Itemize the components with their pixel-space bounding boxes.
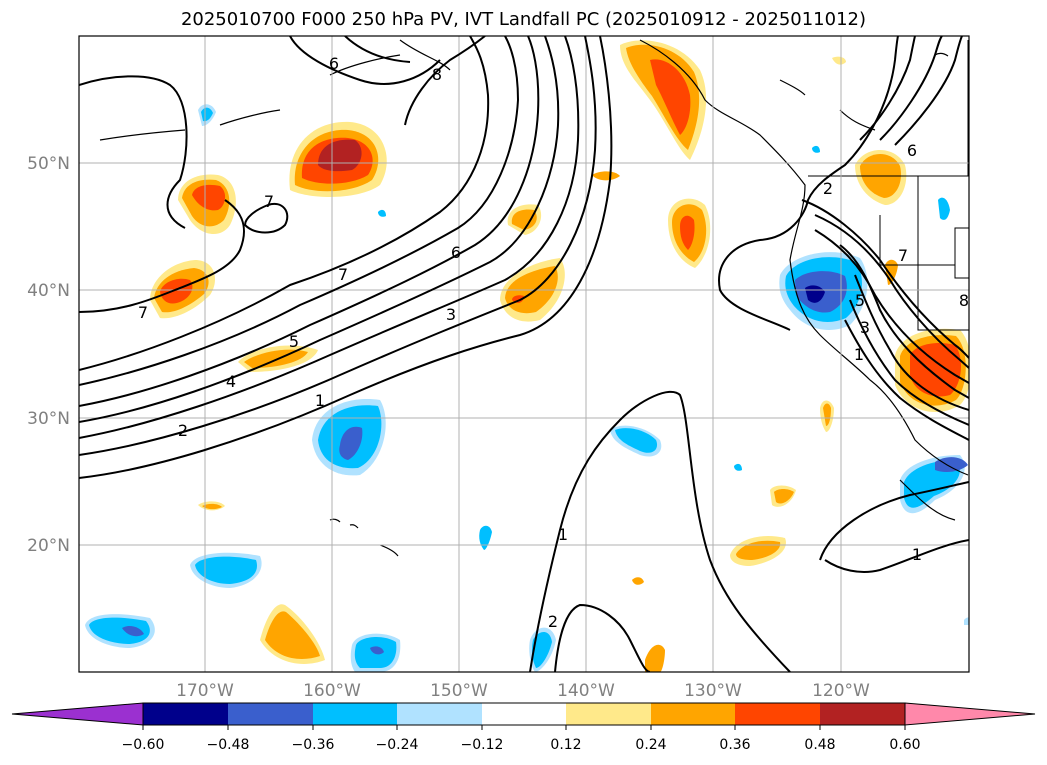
ivt-contours [79,36,969,672]
colorbar-swatch [143,703,228,725]
contour-label: 4 [226,372,236,391]
colorbar-tick-label: −0.24 [376,737,419,753]
lon-label-150w: 150°W [430,681,488,701]
colorbar-swatch [820,703,905,725]
lat-label-30n: 30°N [27,409,70,429]
colorbar-tick-label: 0.12 [550,737,581,753]
contour-label: 8 [959,291,969,310]
lon-label-160w: 160°W [303,681,361,701]
contour-label: 3 [446,305,456,324]
lon-label-140w: 140°W [557,681,615,701]
lat-label-50n: 50°N [27,154,70,174]
contour-label: 2 [548,612,558,631]
contour-label: 6 [329,54,339,73]
lat-label-40n: 40°N [27,281,70,301]
contour-label: 6 [451,243,461,262]
map-frame [78,35,970,673]
contour-labels: 6 8 7 7 6 7 3 5 4 1 2 2 7 5 3 1 6 1 2 1 … [138,54,969,631]
map-title: 2025010700 F000 250 hPa PV, IVT Landfall… [180,9,867,30]
colorbar-swatch [313,703,397,725]
colorbar-extend-high [904,702,1036,726]
lat-label-20n: 20°N [27,536,70,556]
colorbar-tick-label: 0.24 [635,737,666,753]
colorbar-swatch [228,703,313,725]
colorbar-frame [142,702,906,726]
coastlines [99,39,969,557]
contour-label: 1 [912,545,922,564]
contour-label: 2 [823,179,833,198]
colorbar-swatch [735,703,820,725]
contour-label: 2 [178,421,188,440]
contour-label: 7 [264,192,274,211]
colorbar-tick-label: −0.12 [461,737,504,753]
colorbar-swatch [566,703,651,725]
longitude-labels: 170°W 160°W 150°W 140°W 130°W 120°W [176,681,870,701]
contour-label: 1 [315,391,325,410]
colorbar-swatch [482,703,566,725]
lon-label-170w: 170°W [176,681,234,701]
contour-label: 7 [338,265,348,284]
colorbar-tick-label: −0.60 [122,737,165,753]
boundaries [808,40,969,331]
pv-shading [85,40,969,672]
contour-label: 1 [854,345,864,364]
colorbar-tick-label: −0.48 [207,737,250,753]
contour-label: 6 [907,141,917,160]
contour-label: 7 [138,303,148,322]
negative-anomaly [85,104,969,672]
colorbar: −0.60 −0.48 −0.36 −0.24 −0.12 0.12 0.24 … [11,702,1036,753]
lon-label-130w: 130°W [684,681,742,701]
contour-label: 1 [558,525,568,544]
lon-label-120w: 120°W [812,681,870,701]
colorbar-extend-low [11,702,144,726]
colorbar-tick-label: 0.60 [889,737,920,753]
colorbar-swatch [397,703,482,725]
contour-label: 5 [855,291,865,310]
colorbar-tick-label: 0.36 [719,737,750,753]
colorbar-tick-label: −0.36 [292,737,335,753]
contour-label: 8 [432,65,442,84]
colorbar-tick-label: 0.48 [804,737,835,753]
contour-label: 3 [860,318,870,337]
colorbar-swatch [651,703,735,725]
contour-label: 7 [898,246,908,265]
contour-label: 5 [289,332,299,351]
latitude-labels: 50°N 40°N 30°N 20°N [27,154,70,556]
